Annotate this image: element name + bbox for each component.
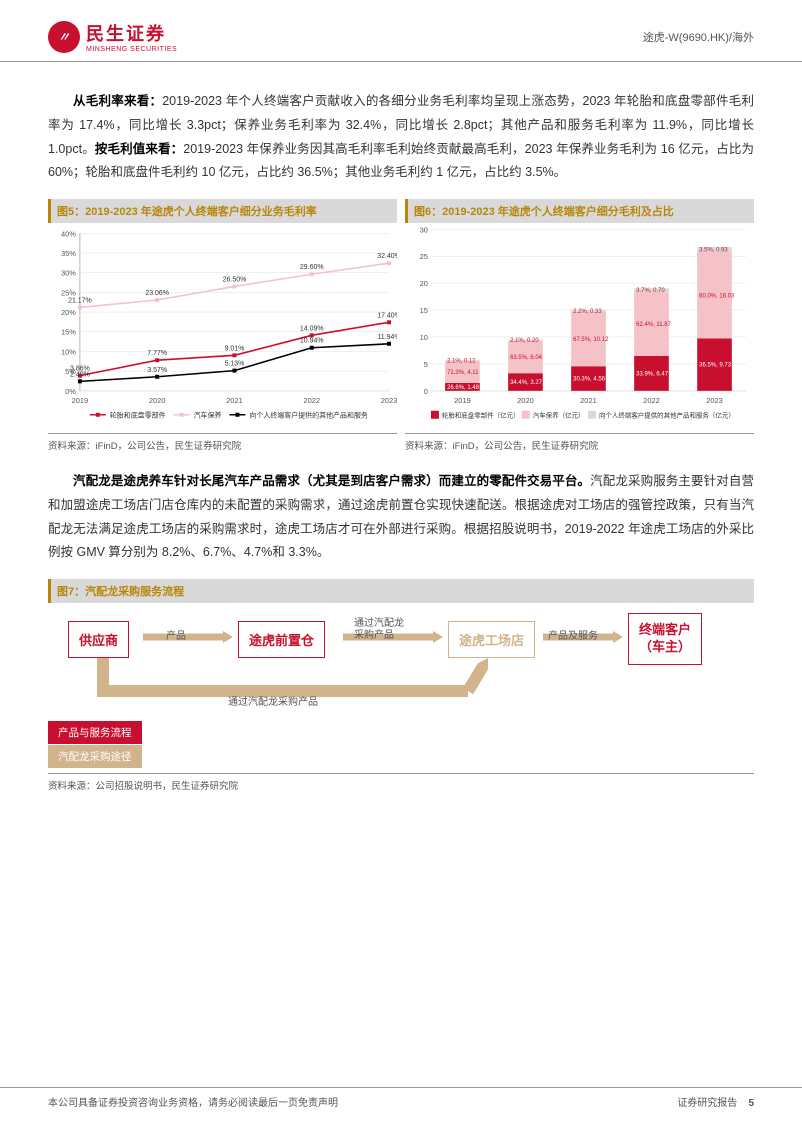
svg-text:2021: 2021: [226, 396, 243, 405]
svg-text:2021: 2021: [580, 396, 597, 405]
p2-lead: 汽配龙是途虎养车针对长尾汽车产品需求（尤其是到店客户需求）而建立的零配件交易平台…: [73, 474, 590, 488]
svg-text:2019: 2019: [72, 396, 89, 405]
svg-text:汽车保养（亿元）: 汽车保养（亿元）: [533, 411, 585, 420]
svg-text:3.5%, 0.93: 3.5%, 0.93: [699, 248, 728, 254]
svg-text:30%: 30%: [61, 269, 76, 278]
node-warehouse: 途虎前置仓: [238, 621, 325, 658]
svg-text:3.57%: 3.57%: [147, 367, 167, 374]
svg-text:25%: 25%: [61, 288, 76, 297]
logo-icon: 〃: [48, 21, 80, 53]
edge-label-4: 通过汽配龙采购产品: [228, 693, 318, 708]
fig7-flow: 供应商 途虎前置仓 途虎工场店 终端客户（车主） 产品 通过汽配龙采购产品 产品…: [48, 603, 754, 773]
svg-text:30.3%, 4.56: 30.3%, 4.56: [573, 377, 606, 383]
svg-text:向个人终端客户提供的其他产品和服务（亿元）: 向个人终端客户提供的其他产品和服务（亿元）: [599, 411, 735, 420]
fig6-title: 图6：2019-2023 年途虎个人终端客户细分毛利及占比: [405, 199, 754, 223]
svg-text:轮胎和底盘零部件: 轮胎和底盘零部件: [110, 411, 166, 420]
svg-text:33.9%, 6.47: 33.9%, 6.47: [636, 371, 669, 377]
svg-text:36.5%, 9.73: 36.5%, 9.73: [699, 363, 732, 369]
figure-5: 图5：2019-2023 年途虎个人终端客户细分业务毛利率 0%5%10%15%…: [48, 199, 397, 464]
fig6-source: 资料来源：iFinD，公司公告，民生证券研究院: [405, 433, 754, 464]
svg-text:10.94%: 10.94%: [300, 338, 324, 345]
svg-text:17.40%: 17.40%: [377, 312, 397, 319]
svg-text:23.06%: 23.06%: [145, 290, 169, 297]
ticker-label: 途虎-W(9690.HK)/海外: [643, 29, 754, 45]
svg-text:向个人终端客户提供的其他产品和服务: 向个人终端客户提供的其他产品和服务: [249, 411, 367, 420]
fig5-title: 图5：2019-2023 年途虎个人终端客户细分业务毛利率: [48, 199, 397, 223]
fig7-title: 图7：汽配龙采购服务流程: [48, 579, 754, 603]
svg-text:2020: 2020: [149, 396, 166, 405]
content-body: 从毛利率来看：2019-2023 年个人终端客户贡献收入的各细分业务毛利率均呈现…: [0, 62, 802, 804]
fig5-chart: 0%5%10%15%20%25%30%35%40%201920202021202…: [48, 223, 397, 433]
footer-right: 证券研究报告 5: [677, 1094, 754, 1109]
svg-text:30: 30: [420, 225, 428, 234]
svg-text:2.1%, 0.20: 2.1%, 0.20: [510, 338, 539, 344]
edge-label-2: 通过汽配龙采购产品: [354, 618, 404, 642]
legend-flow: 产品与服务流程: [48, 721, 142, 744]
svg-text:2.2%, 0.33: 2.2%, 0.33: [573, 309, 602, 315]
charts-row: 图5：2019-2023 年途虎个人终端客户细分业务毛利率 0%5%10%15%…: [48, 199, 754, 464]
fig5-source: 资料来源：iFinD，公司公告，民生证券研究院: [48, 433, 397, 464]
svg-text:15%: 15%: [61, 328, 76, 337]
svg-text:0%: 0%: [65, 387, 76, 396]
svg-text:2020: 2020: [517, 396, 534, 405]
svg-text:26.50%: 26.50%: [223, 276, 247, 283]
logo-text-cn: 民生证券: [86, 20, 177, 46]
svg-text:63.5%, 6.04: 63.5%, 6.04: [510, 355, 543, 361]
svg-text:35%: 35%: [61, 249, 76, 258]
figure-6: 图6：2019-2023 年途虎个人终端客户细分毛利及占比 0 5 10 15 20 25…: [405, 199, 754, 464]
svg-text:32.40%: 32.40%: [377, 253, 397, 260]
svg-text:10: 10: [420, 333, 428, 342]
svg-text:71.3%, 4.11: 71.3%, 4.11: [447, 370, 479, 376]
footer-disclaimer: 本公司具备证券投资咨询业务资格，请务必阅读最后一页免责声明: [48, 1094, 338, 1109]
svg-text:29.60%: 29.60%: [300, 264, 324, 271]
svg-text:26.6%, 1.48: 26.6%, 1.48: [447, 385, 480, 391]
fig7-source: 资料来源：公司招股说明书，民生证券研究院: [48, 773, 754, 804]
svg-text:3.7%, 0.70: 3.7%, 0.70: [636, 288, 665, 294]
svg-text:2022: 2022: [643, 396, 660, 405]
svg-text:15: 15: [420, 306, 428, 315]
svg-text:2.1%, 0.12: 2.1%, 0.12: [447, 358, 476, 364]
logo-text-en: MINSHENG SECURITIES: [86, 46, 177, 53]
page-header: 〃 民生证券 MINSHENG SECURITIES 途虎-W(9690.HK)…: [0, 0, 802, 62]
svg-text:9.01%: 9.01%: [225, 345, 245, 352]
svg-text:0: 0: [424, 387, 428, 396]
svg-text:14.09%: 14.09%: [300, 325, 324, 332]
svg-text:10%: 10%: [61, 347, 76, 356]
p1-mid: 按毛利值来看：: [95, 142, 183, 156]
svg-text:2023: 2023: [381, 396, 397, 405]
svg-text:5: 5: [424, 360, 428, 369]
svg-text:60.0%, 16.03: 60.0%, 16.03: [699, 293, 735, 299]
svg-text:2022: 2022: [303, 396, 320, 405]
svg-text:11.94%: 11.94%: [377, 334, 397, 341]
svg-text:汽车保养: 汽车保养: [194, 411, 222, 420]
page-number: 5: [748, 1098, 754, 1109]
svg-text:2019: 2019: [454, 396, 471, 405]
svg-text:20%: 20%: [61, 308, 76, 317]
svg-text:7.77%: 7.77%: [147, 350, 167, 357]
svg-text:40%: 40%: [61, 229, 76, 238]
node-customer: 终端客户（车主）: [628, 613, 702, 665]
paragraph-2: 汽配龙是途虎养车针对长尾汽车产品需求（尤其是到店客户需求）而建立的零配件交易平台…: [48, 470, 754, 565]
page-footer: 本公司具备证券投资咨询业务资格，请务必阅读最后一页免责声明 证券研究报告 5: [0, 1087, 802, 1109]
svg-text:2.40%: 2.40%: [70, 371, 90, 378]
svg-text:25: 25: [420, 252, 428, 261]
svg-text:5.13%: 5.13%: [225, 361, 245, 368]
svg-text:20: 20: [420, 279, 428, 288]
svg-text:轮胎和底盘零部件（亿元）: 轮胎和底盘零部件（亿元）: [442, 411, 520, 420]
fig6-chart: 0 5 10 15 20 25 30 2019 2020 2021 2022 2023 26.6%, 1…: [405, 223, 754, 433]
svg-text:67.5%, 10.12: 67.5%, 10.12: [573, 337, 609, 343]
edge-label-1: 产品: [166, 627, 186, 642]
node-store: 途虎工场店: [448, 621, 535, 658]
legend-path: 汽配龙采购途径: [48, 745, 142, 768]
svg-text:34.4%, 3.27: 34.4%, 3.27: [510, 380, 543, 386]
svg-text:2023: 2023: [706, 396, 723, 405]
edge-label-3: 产品及服务: [548, 627, 598, 642]
paragraph-1: 从毛利率来看：2019-2023 年个人终端客户贡献收入的各细分业务毛利率均呈现…: [48, 90, 754, 185]
p1-lead: 从毛利率来看：: [73, 94, 162, 108]
svg-text:62.4%, 11.87: 62.4%, 11.87: [636, 322, 671, 328]
node-supplier: 供应商: [68, 621, 129, 658]
logo: 〃 民生证券 MINSHENG SECURITIES: [48, 20, 177, 53]
svg-text:21.17%: 21.17%: [68, 297, 92, 304]
